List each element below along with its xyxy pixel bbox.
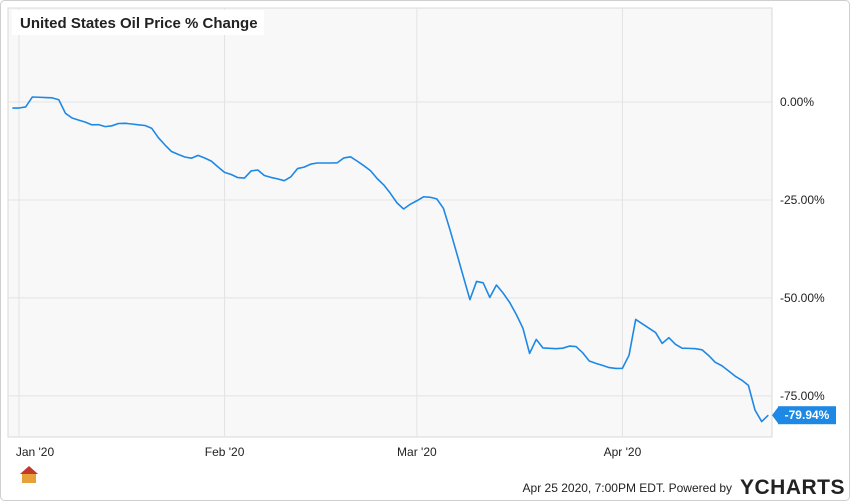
title-box	[12, 10, 264, 35]
end-label-pointer	[772, 407, 778, 424]
y-tick-label: -50.00%	[780, 291, 825, 305]
end-label: -79.94%	[785, 408, 830, 422]
plot-area	[7, 7, 773, 438]
end-label-box	[778, 406, 836, 425]
y-tick-label: 0.00%	[780, 95, 814, 109]
logo	[20, 466, 38, 483]
price-line	[12, 96, 769, 423]
y-tick-label: -25.00%	[780, 193, 825, 207]
footer-brand: YCHARTS	[740, 476, 845, 499]
logo-roof	[20, 466, 38, 474]
x-tick-label: Apr '20	[604, 445, 642, 459]
x-tick-label: Jan '20	[16, 445, 55, 459]
y-tick-label: -75.00%	[780, 389, 825, 403]
grid	[8, 8, 772, 437]
footer-timestamp: Apr 25 2020, 7:00PM EDT. Powered by	[523, 481, 732, 495]
x-tick-label: Mar '20	[397, 445, 437, 459]
logo-shape	[22, 474, 36, 483]
x-tick-label: Feb '20	[205, 445, 245, 459]
chart-title: United States Oil Price % Change	[20, 15, 258, 32]
